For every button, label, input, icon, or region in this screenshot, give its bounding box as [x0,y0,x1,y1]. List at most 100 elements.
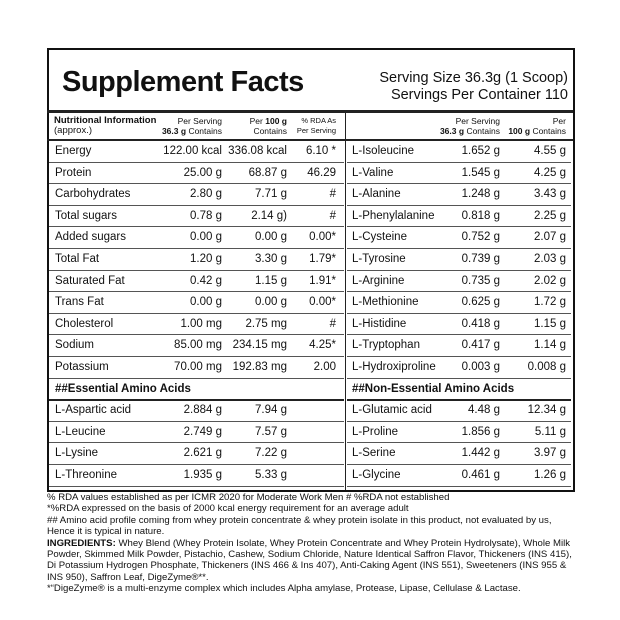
row-label: Protein [55,166,92,179]
row-label: Total Fat [55,253,100,265]
row-value: 0.00 g [190,296,222,309]
row-label: L-Leucine [55,425,106,438]
row-rule [347,269,571,271]
row-value: 2.75 mg [245,317,287,330]
row-value: 0.00* [309,231,336,244]
row-rule [347,312,571,314]
row-rule [49,204,344,206]
row-label: Trans Fat [55,296,104,309]
ingredients: INGREDIENTS: Whey Blend (Whey Protein Is… [47,538,573,584]
row-label: L-Hydroxiproline [352,361,436,373]
row-value: 0.78 g [190,209,222,222]
row-rule [49,356,344,357]
row-value: 7.71 g [255,188,287,201]
row-value: 0.752 g [461,231,500,244]
row-value: 3.30 g [255,253,287,265]
row-rule [347,226,571,228]
row-rule [347,204,571,206]
row-value: 2.14 g) [251,209,287,222]
row-value: # [329,209,336,222]
label-box [47,48,575,492]
row-value: 2.03 g [534,253,566,265]
row-label: L-Isoleucine [352,145,415,157]
row-label: L-Aspartic acid [55,404,132,417]
row-value: 7.22 g [255,447,287,460]
row-value: 1.652 g [461,145,500,157]
row-rule [49,334,344,336]
column-divider [345,110,346,490]
footnote: *“DigeZyme® is a multi-enzyme complex wh… [47,583,521,595]
row-value: 68.87 g [248,166,287,179]
row-label: L-Glycine [352,469,401,481]
row-rule [347,161,571,163]
row-value: 12.34 g [527,404,566,417]
text: Per Serving [296,126,336,135]
row-rule [347,248,571,249]
text: % RDA As [301,116,336,125]
row-value: 2.884 g [183,404,222,417]
section-title: ##Non-Essential Amino Acids [352,382,515,395]
row-value: 3.97 g [534,447,566,460]
serving-size: Serving Size 36.3g (1 Scoop) [379,70,568,86]
title: Supplement Facts [62,66,304,98]
row-rule [347,291,571,293]
row-value: 0.739 g [461,253,500,265]
row-value: 1.15 g [534,317,566,330]
row-value: 2.621 g [183,447,222,460]
row-label: Total sugars [55,209,118,222]
text: Contains [188,126,222,136]
col-head: Per Serving 36.3 g Contains [440,116,500,136]
row-value: 0.008 g [527,361,566,373]
row-rule [347,442,571,444]
row-label: Carbohydrates [55,188,131,201]
row-label: L-Alanine [352,188,401,201]
row-value: 1.15 g [255,274,287,287]
text: Per Serving [455,116,500,126]
text: 36.3 g [161,126,187,136]
row-value: 0.00 g [255,231,287,244]
text: 100 g [508,126,531,136]
row-value: 0.003 g [461,361,500,373]
ingredients-text: Whey Blend (Whey Protein Isolate, Whey P… [47,537,572,583]
row-rule [49,399,344,402]
col-head: Per Serving 36.3 g Contains [162,116,222,136]
row-value: 6.10 * [305,145,336,157]
row-label: L-Threonine [55,469,118,481]
row-value: 1.26 g [534,469,566,481]
title-rule [47,110,573,113]
row-value: 7.57 g [255,425,287,438]
row-label: L-Glutamic acid [352,404,432,417]
row-rule [49,291,344,293]
row-value: 1.14 g [534,339,566,352]
ingredients-label: INGREDIENTS: [47,537,116,549]
row-rule [347,420,571,422]
row-value: 2.25 g [534,209,566,222]
col-head: Nutritional Information (approx.) [54,116,156,136]
row-value: 0.418 g [461,317,500,330]
row-label: L-Serine [352,447,396,460]
text: Per [552,116,566,126]
col-head: Per 100 g Contains [250,116,287,136]
servings-per-container: Servings Per Container 110 [390,87,568,103]
row-label: Potassium [55,361,109,373]
row-value: # [329,317,336,330]
row-value: 1.856 g [461,425,500,438]
row-value: 1.91* [309,274,336,287]
text: Per [249,116,263,126]
row-label: Cholesterol [55,317,114,330]
row-value: 1.00 mg [180,317,222,330]
row-label: L-Valine [352,166,394,179]
row-label: Saturated Fat [55,274,125,287]
footnotes: % RDA values established as per ICMR 202… [47,492,573,595]
header-rule [47,139,573,141]
row-rule [49,161,344,163]
row-value: 0.818 g [461,209,500,222]
row-value: 25.00 g [183,166,222,179]
row-rule [49,485,344,487]
row-value: 0.00 g [255,296,287,309]
row-value: 5.11 g [534,425,566,438]
row-label: L-Methionine [352,296,419,309]
text: Contains [253,126,287,136]
row-rule [49,464,344,465]
row-rule [347,485,571,487]
